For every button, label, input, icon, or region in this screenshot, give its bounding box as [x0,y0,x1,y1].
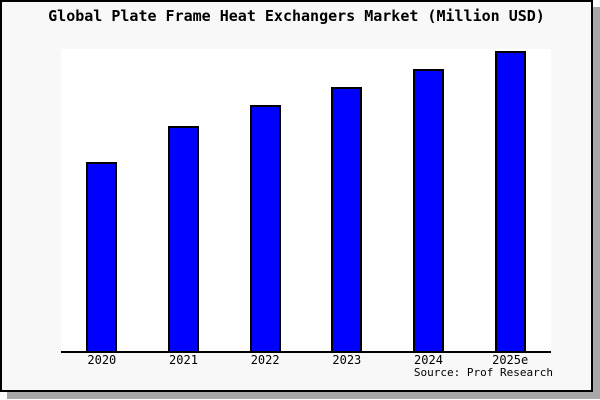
bar-2021 [168,126,199,351]
bar-2020 [86,162,118,351]
x-tick-label-2023: 2023 [332,353,362,367]
x-tick-label-2021: 2021 [169,353,198,367]
x-tick-label-2022: 2022 [250,353,280,367]
source-credit: Source: Prof Research [413,366,553,379]
bar-2023 [331,87,363,351]
bar-2024 [413,69,444,351]
bar-2022 [249,105,281,351]
x-tick-label-2025e: 2025e [492,353,529,367]
bar-2025e [494,51,526,351]
x-tick-label-2024: 2024 [414,353,443,367]
plot-area [61,49,551,353]
chart-title: Global Plate Frame Heat Exchangers Marke… [48,7,545,25]
x-tick-label-2020: 2020 [87,353,117,367]
x-axis-ticks: 2020 2021 2022 2023 2024 2025e [61,354,551,368]
